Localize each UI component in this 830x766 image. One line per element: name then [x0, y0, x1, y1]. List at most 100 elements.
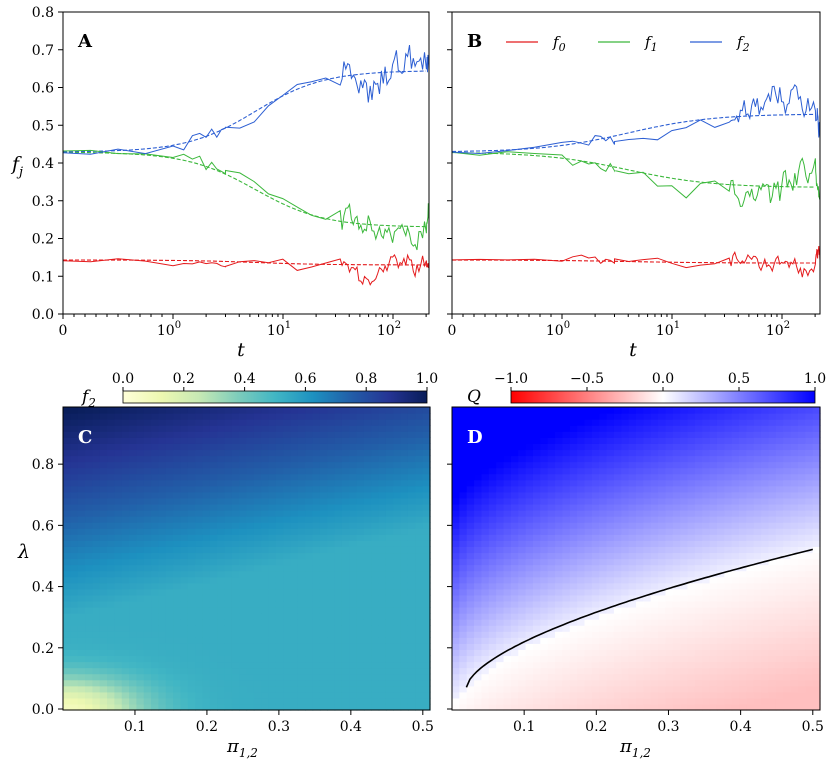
heatmap-cell [775, 540, 784, 547]
heatmap-cell [239, 449, 248, 457]
heatmap-cell [70, 528, 79, 535]
heatmap-cell [385, 594, 394, 602]
heatmap-cell [790, 691, 799, 699]
heatmap-cell [584, 528, 593, 535]
heatmap-cell [312, 643, 321, 650]
heatmap-cell [253, 419, 262, 426]
heatmap-cell [180, 431, 189, 438]
heatmap-cell [768, 679, 777, 687]
heatmap-cell [173, 697, 182, 705]
heatmap-cell [422, 691, 431, 699]
heatmap-cell [283, 679, 292, 687]
heatmap-cell [731, 679, 740, 687]
heatmap-cell [569, 449, 578, 457]
heatmap-cell [459, 691, 468, 699]
heatmap-cell [768, 655, 777, 663]
heatmap-cell [327, 619, 336, 626]
heatmap-cell [643, 522, 652, 529]
heatmap-cell [180, 485, 189, 493]
heatmap-cell [452, 534, 460, 541]
heatmap-cell [680, 534, 689, 541]
heatmap-cell [680, 703, 689, 711]
heatmap-cell [129, 576, 137, 584]
heatmap-cell [180, 419, 189, 426]
heatmap-cell [672, 516, 681, 523]
heatmap-cell [356, 540, 365, 547]
heatmap-cell [341, 655, 350, 663]
heatmap-cell [334, 625, 343, 632]
heatmap-cell [231, 685, 240, 693]
heatmap-cell [349, 685, 358, 693]
heatmap-cell [385, 407, 394, 414]
heatmap-cell [562, 679, 571, 687]
heatmap-cell [173, 703, 182, 711]
heatmap-cell [510, 407, 519, 414]
heatmap-cell [63, 419, 71, 426]
heatmap-cell [202, 588, 211, 596]
heatmap-cell [525, 485, 534, 493]
heatmap-cell [187, 582, 196, 590]
heatmap-cell [496, 497, 505, 505]
heatmap-cell [239, 419, 248, 426]
heatmap-cell [371, 685, 380, 693]
heatmap-cell [621, 461, 630, 469]
heatmap-cell [173, 600, 182, 608]
heatmap-cell [371, 594, 380, 602]
heatmap-cell [724, 655, 733, 663]
heatmap-cell [488, 570, 497, 578]
heatmap-cell [496, 425, 505, 432]
heatmap-cell [231, 582, 240, 590]
heatmap-cell [341, 552, 350, 560]
heatmap-cell [746, 534, 755, 541]
heatmap-cell [525, 491, 534, 499]
heatmap-cell [591, 564, 600, 572]
heatmap-cell [92, 637, 101, 644]
heatmap-cell [319, 497, 328, 505]
heatmap-cell [547, 625, 556, 632]
heatmap-cell [151, 461, 160, 469]
heatmap-cell [562, 703, 571, 711]
heatmap-cell [407, 510, 416, 517]
heatmap-cell [422, 625, 431, 632]
heatmap-cell [99, 546, 108, 554]
heatmap-cell [540, 552, 549, 560]
heatmap-cell [532, 497, 541, 505]
heatmap-cell [599, 528, 608, 535]
heatmap-cell [650, 491, 659, 499]
heatmap-cell [555, 491, 563, 499]
heatmap-cell [63, 443, 71, 451]
heatmap-cell [129, 594, 137, 602]
heatmap-cell [187, 691, 196, 699]
heatmap-cell [665, 407, 674, 414]
heatmap-cell [246, 655, 255, 663]
heatmap-cell [503, 619, 512, 626]
heatmap-cell [621, 685, 630, 693]
heatmap-cell [63, 431, 71, 438]
heatmap-cell [253, 546, 262, 554]
heatmap-cell [158, 419, 167, 426]
heatmap-cell [305, 667, 314, 675]
heatmap-cell [716, 685, 725, 693]
heatmap-cell [643, 606, 652, 614]
heatmap-cell [532, 655, 541, 663]
heatmap-cell [606, 497, 615, 505]
heatmap-cell [591, 449, 600, 457]
heatmap-cell [246, 594, 255, 602]
heatmap-cell [334, 613, 343, 620]
heatmap-cell [400, 425, 409, 432]
heatmap-cell [312, 437, 321, 444]
heatmap-cell [753, 613, 762, 620]
heatmap-cell [312, 467, 321, 475]
heatmap-cell [577, 528, 586, 535]
heatmap-cell [577, 613, 586, 620]
heatmap-cell [63, 613, 71, 620]
heatmap-cell [518, 491, 527, 499]
heatmap-cell [481, 631, 490, 638]
heatmap-cell [702, 606, 711, 614]
heatmap-cell [753, 425, 762, 432]
heatmap-cell [687, 479, 696, 487]
heatmap-cell [70, 491, 79, 499]
heatmap-cell [724, 606, 733, 614]
heatmap-cell [136, 564, 145, 572]
heatmap-cell [702, 594, 711, 602]
